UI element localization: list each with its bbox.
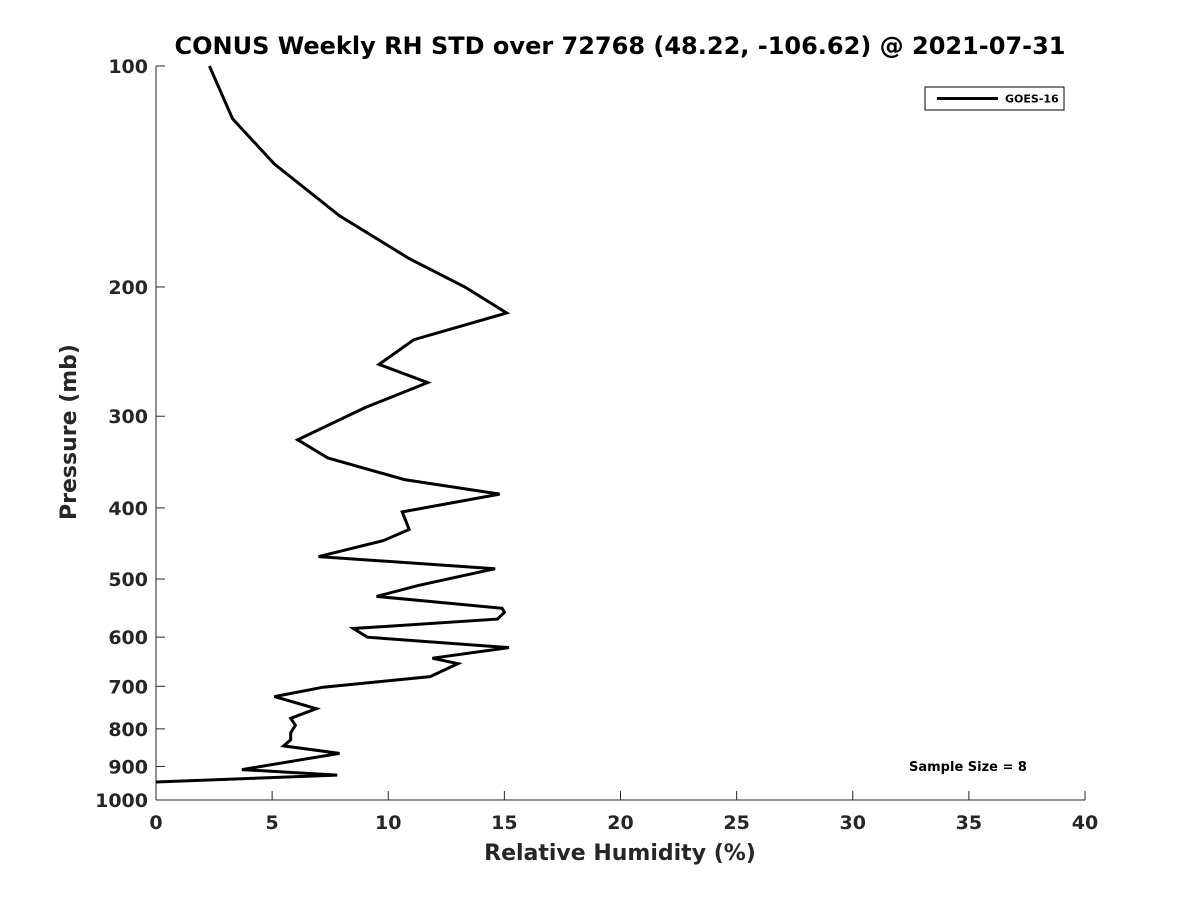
x-tick-label: 35 xyxy=(956,812,982,834)
x-tick-label: 0 xyxy=(149,812,162,834)
x-tick-label: 25 xyxy=(723,812,749,834)
x-tick-label: 40 xyxy=(1072,812,1098,834)
sample-size-annotation: Sample Size = 8 xyxy=(909,760,1027,775)
legend-label: GOES-16 xyxy=(1005,93,1059,106)
x-tick-label: 30 xyxy=(840,812,866,834)
series-line-goes-16 xyxy=(155,65,511,784)
x-tick-label: 5 xyxy=(266,812,279,834)
legend: GOES-16 xyxy=(924,86,1065,111)
y-tick-label: 300 xyxy=(108,406,148,428)
chart-title: CONUS Weekly RH STD over 72768 (48.22, -… xyxy=(174,32,1065,60)
x-tick-label: 15 xyxy=(491,812,517,834)
y-tick-label: 900 xyxy=(108,756,148,778)
y-tick-label: 400 xyxy=(108,498,148,520)
y-tick-label: 500 xyxy=(108,569,148,591)
y-tick-label: 1000 xyxy=(95,790,148,812)
x-tick-label: 20 xyxy=(607,812,633,834)
y-tick-label: 200 xyxy=(108,277,148,299)
y-tick-label: 600 xyxy=(108,627,148,649)
x-tick-label: 10 xyxy=(375,812,401,834)
y-tick-label: 700 xyxy=(108,676,148,698)
y-tick-label: 100 xyxy=(108,56,148,78)
x-axis-label: Relative Humidity (%) xyxy=(484,841,756,866)
y-axis-label: Pressure (mb) xyxy=(57,344,82,520)
y-tick-label: 800 xyxy=(108,719,148,741)
plot-area: 0 5 10 15 20 25 30 35 40 100 200 300 400 500 600 700 800… xyxy=(95,56,1098,834)
